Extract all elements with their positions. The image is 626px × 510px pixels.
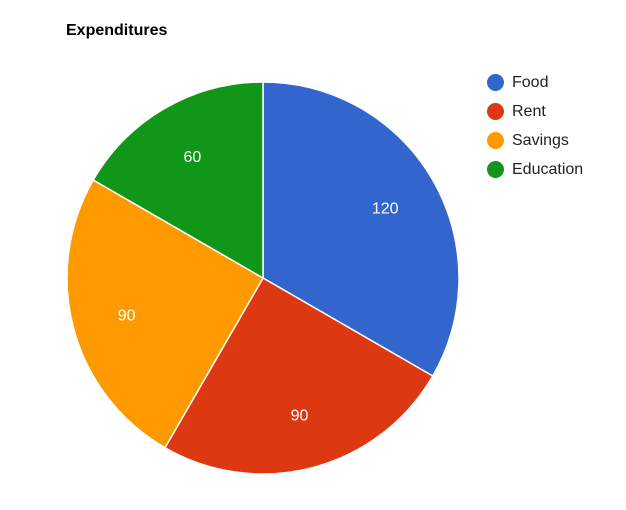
legend-swatch-education [487, 161, 504, 178]
legend-swatch-savings [487, 132, 504, 149]
slice-label-food: 120 [372, 200, 399, 217]
pie-slice-food[interactable] [262, 81, 460, 378]
legend-item-rent[interactable]: Rent [487, 97, 583, 126]
legend-label-food: Food [512, 73, 549, 91]
legend-label-rent: Rent [512, 102, 546, 120]
legend-label-savings: Savings [512, 131, 569, 149]
legend: Food Rent Savings Education [487, 68, 583, 184]
legend-item-food[interactable]: Food [487, 68, 583, 97]
legend-swatch-rent [487, 103, 504, 120]
chart-title: Expenditures [66, 22, 168, 39]
slice-label-savings: 90 [118, 308, 136, 325]
legend-item-education[interactable]: Education [487, 155, 583, 184]
slice-label-education: 60 [184, 149, 202, 166]
pie-slice-savings[interactable] [66, 178, 265, 449]
pie-slice-rent[interactable] [163, 276, 434, 475]
pie-slice-education[interactable] [92, 81, 264, 280]
legend-swatch-food [487, 74, 504, 91]
legend-item-savings[interactable]: Savings [487, 126, 583, 155]
slice-label-rent: 90 [291, 407, 309, 424]
legend-label-education: Education [512, 160, 584, 178]
